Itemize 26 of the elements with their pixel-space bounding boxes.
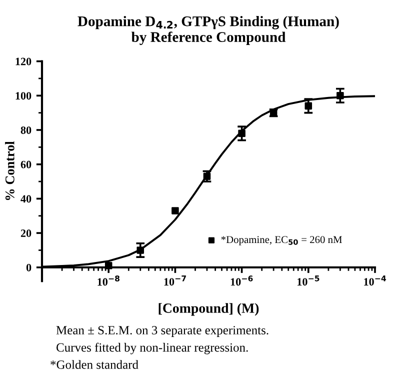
y-tick-label: 80 xyxy=(20,126,32,134)
point xyxy=(238,130,246,138)
point xyxy=(104,262,112,270)
chart-title: Dopamine D$_{4.2}$, GTPγS Binding (Human) by Reference Compound xyxy=(78,16,339,45)
point xyxy=(336,92,344,100)
x-tick-label: 10$^{−6}$ xyxy=(230,276,253,286)
point xyxy=(136,246,144,254)
x-axis-title: [Compound] (M) xyxy=(158,303,259,316)
y-axis-title: % Control xyxy=(5,141,14,200)
point xyxy=(304,102,312,110)
y-tick-label: 120 xyxy=(16,58,32,66)
y-tick-label: 100 xyxy=(16,92,32,100)
x-tick-label: 10$^{−7}$ xyxy=(164,276,186,286)
point xyxy=(172,207,179,214)
text: *Golden standard xyxy=(50,360,138,369)
y-tick-label: 20 xyxy=(20,230,32,237)
text: Mean ± S.E.M. on 3 separate experiments. xyxy=(56,326,268,337)
x-tick-label: 10$^{−8}$ xyxy=(98,276,120,286)
y-tick-label: 40 xyxy=(20,195,32,203)
text: Curves fitted by non-linear regression. xyxy=(56,342,248,354)
x-tick-label: 10$^{−4}$ xyxy=(364,276,386,286)
y-tick-label: 0 xyxy=(26,264,32,272)
x-tick-label: 10$^{−5}$ xyxy=(298,276,320,286)
y-tick-label: 60 xyxy=(20,160,32,168)
legend-label: *Dopamine, EC$_{50}$ = 260 nM xyxy=(221,236,342,246)
point xyxy=(203,172,211,180)
